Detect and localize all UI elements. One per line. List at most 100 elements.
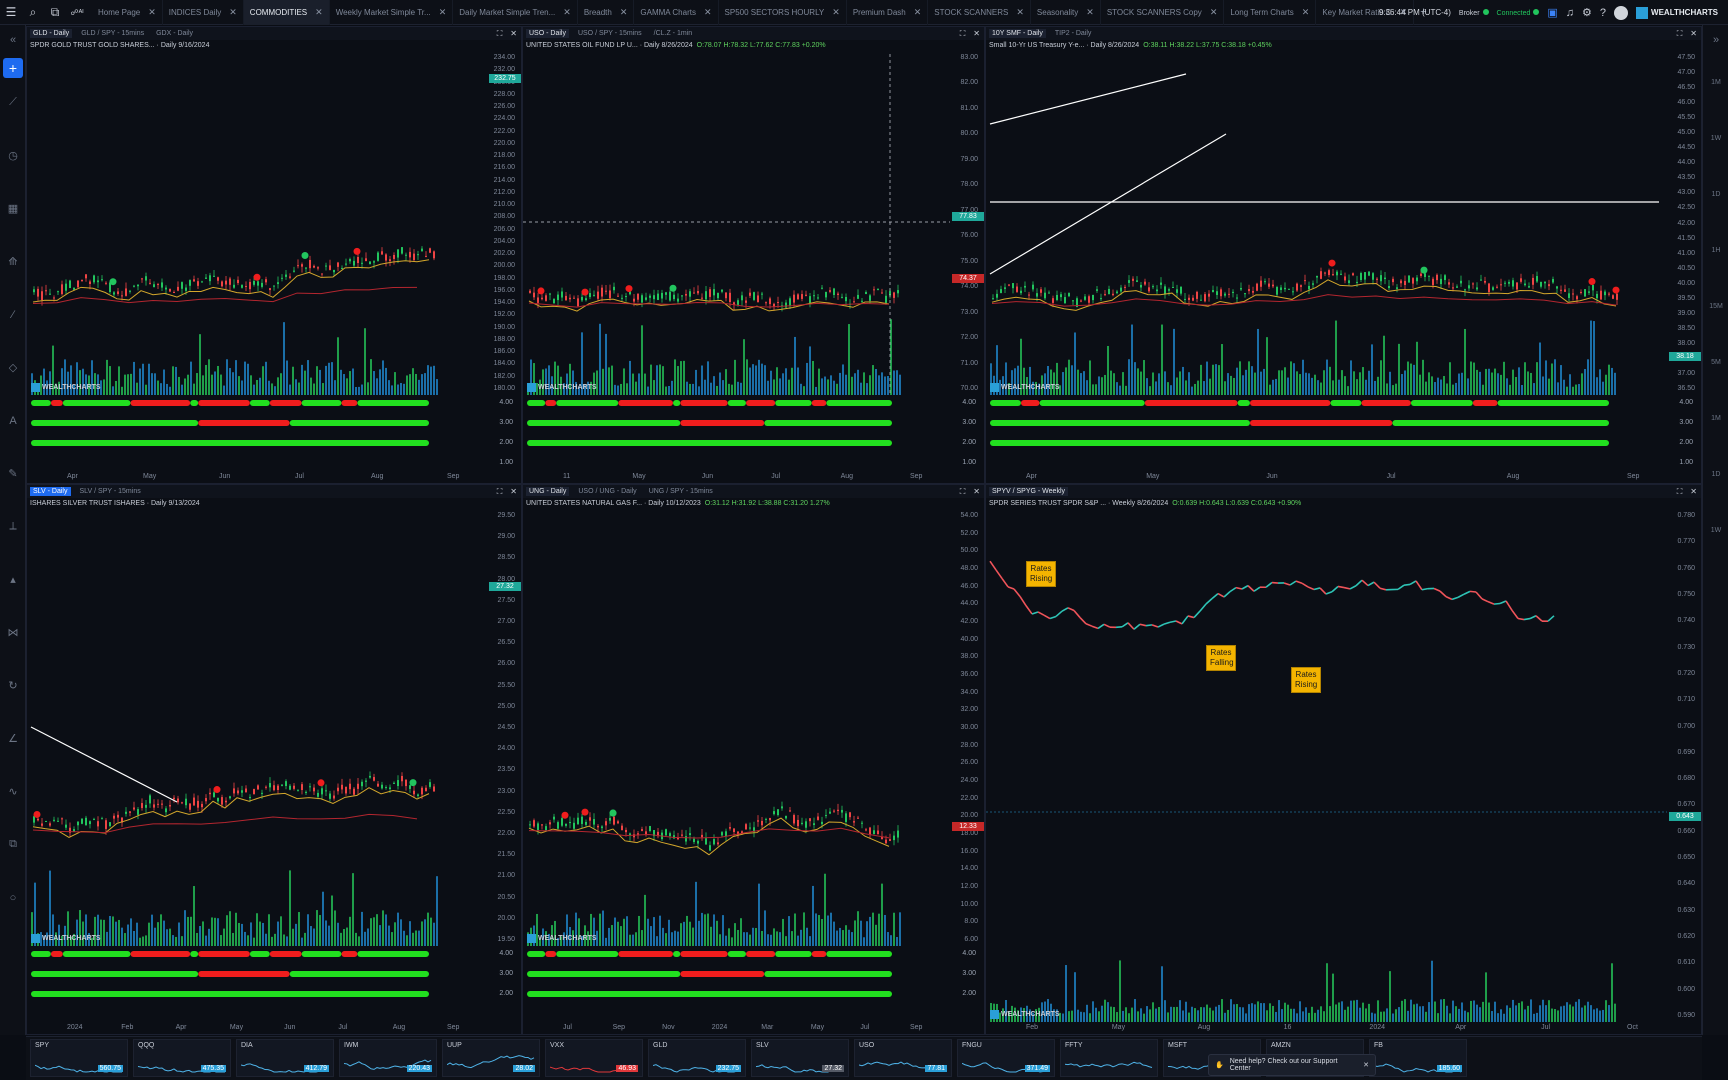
notifications-icon[interactable]: ♫ [1565,6,1575,19]
watchlist-card[interactable]: UUP 28.02 [442,1039,540,1077]
timeframe-option[interactable]: 1H [1711,246,1721,254]
trendline-tool-icon[interactable]: ⟋ [9,96,17,108]
layout-tab[interactable]: STOCK SCANNERS Copy ✕ [1101,0,1225,25]
price-chart[interactable] [986,512,1667,1024]
chart-symbol-tab[interactable]: GDX - Daily [156,30,194,37]
close-tab-icon[interactable]: ✕ [315,6,323,17]
help-icon[interactable]: ? [1599,6,1607,19]
brush-tool-icon[interactable]: ✎ [8,468,18,480]
watchlist-card[interactable]: VXX 46.93 [545,1039,643,1077]
broker-label[interactable]: Broker [1459,8,1489,17]
expand-arrows-icon[interactable]: » [1712,33,1720,46]
collapse-arrows-icon[interactable]: « [9,33,17,46]
timeframe-option[interactable]: 1W [1710,134,1722,142]
close-tab-icon[interactable]: ✕ [832,6,840,17]
layout-tab[interactable]: GAMMA Charts ✕ [634,0,719,25]
chart-symbol-tab[interactable]: SLV / SPY - 15mins [79,488,141,495]
search-icon[interactable]: ⌕ [29,4,37,19]
watchlist-card[interactable]: FNGU 371.49 [957,1039,1055,1077]
close-tab-icon[interactable]: ✕ [1399,6,1408,17]
close-icon[interactable]: ✕ [1363,1062,1369,1069]
add-tab-button[interactable]: + [1420,6,1427,18]
chart-symbol-tab[interactable]: /CL.Z - 1min [653,30,693,37]
annotation-label[interactable]: Rates Rising [1291,667,1321,693]
layout-tab[interactable]: INDICES Daily ✕ [163,0,244,25]
close-panel-icon[interactable]: ✕ [1690,29,1697,38]
timeframe-option[interactable]: 1M [1711,78,1721,86]
close-tab-icon[interactable]: ✕ [703,6,712,17]
close-tab-icon[interactable]: ✕ [1209,6,1218,17]
close-tab-icon[interactable]: ✕ [1086,6,1094,17]
maximize-icon[interactable]: ⛶ [496,28,503,38]
close-tab-icon[interactable]: ✕ [229,6,237,17]
chart-symbol-tab[interactable]: UNG / SPY - 15mins [648,488,713,495]
timeframe-option[interactable]: 1D [1711,470,1721,478]
layout-tab[interactable]: Seasonality ✕ [1031,0,1101,25]
layout-tab[interactable]: SP500 SECTORS HOURLY ✕ [719,0,847,25]
price-chart[interactable] [27,54,487,473]
time-axis[interactable]: Apr May Jun Jul Aug Sep [27,471,521,483]
add-chart-button[interactable]: + [3,58,23,78]
watchlist-card[interactable]: USO 77.81 [854,1039,952,1077]
price-chart[interactable] [523,512,950,1024]
ruler-tool-icon[interactable]: ⟂ [9,520,17,532]
shapes-tool-icon[interactable]: ◇ [8,362,18,374]
chart-symbol-tab[interactable]: GLD - Daily [30,29,73,38]
chart-symbol-tab[interactable]: USO / SPY - 15mins [577,30,642,37]
layout-tab[interactable]: Key Market Ratio C ✕ [1316,0,1415,25]
chart-symbol-tab[interactable]: USO - Daily [526,29,569,38]
avatar[interactable] [1614,5,1629,20]
chart-symbol-tab[interactable]: SPYV / SPYG - Weekly [989,487,1069,496]
support-toast[interactable]: ✋ Need help? Check out our Support Cente… [1208,1054,1376,1076]
text-tool-icon[interactable]: A [9,414,17,427]
menu-icon[interactable]: ☰ [5,5,17,19]
watchlist-card[interactable]: IWM 220.43 [339,1039,437,1077]
chart-panel[interactable]: 10Y SMF - Daily TIP2 - Daily ⛶ ✕ Small 10-Yr… [985,26,1702,484]
maximize-icon[interactable]: ⛶ [1676,28,1683,38]
close-tab-icon[interactable]: ✕ [563,6,571,17]
maximize-icon[interactable]: ⛶ [959,486,966,496]
maximize-icon[interactable]: ⛶ [1676,486,1683,496]
chart-panel[interactable]: SLV - Daily SLV / SPY - 15mins ⛶ ✕ ISHARES S… [26,484,522,1035]
layout-tab[interactable]: Premium Dash ✕ [847,0,929,25]
close-panel-icon[interactable]: ✕ [973,29,980,38]
watchlist-card[interactable]: SPY 560.75 [30,1039,128,1077]
close-tab-icon[interactable]: ✕ [148,6,156,17]
chart-panel[interactable]: SPYV / SPYG - Weekly ⛶ ✕ SPDR SERIES TRUST … [985,484,1702,1035]
settings-gear-icon[interactable]: ⚙ [1582,7,1592,19]
watchlist-card[interactable]: FFTY [1060,1039,1158,1077]
reset-tool-icon[interactable]: ○ [9,891,17,904]
close-tab-icon[interactable]: ✕ [438,6,447,17]
layout-tab[interactable]: Breadth ✕ [578,0,635,25]
timeframe-option[interactable]: 1D [1711,190,1721,198]
timeframe-option[interactable]: 1W [1710,526,1722,534]
time-axis[interactable]: Jul Sep Nov 2024 Mar May Jul Sep [523,1022,984,1034]
chart-symbol-tab[interactable]: GLD / SPY - 15mins [81,30,145,37]
price-axis[interactable]: 29.50 29.00 28.50 28.00 27.50 27.00 26.50 26.00… [485,512,521,946]
price-chart[interactable] [523,54,950,473]
chart-panel[interactable]: USO - Daily USO / SPY - 15mins/CL.Z - 1mi… [522,26,985,484]
time-axis[interactable]: 11 May Jun Jul Aug Sep [523,471,984,483]
layout-tab[interactable]: COMMODITIES ✕ [243,0,330,25]
pen-tool-icon[interactable]: ∕ [12,308,14,321]
close-panel-icon[interactable]: ✕ [1690,487,1697,496]
close-tab-icon[interactable]: ✕ [913,6,922,17]
annotation-label[interactable]: Rates Rising [1026,561,1056,587]
layout-tab[interactable]: STOCK SCANNERS ✕ [928,0,1031,25]
time-axis[interactable]: 2024 Feb Apr May Jun Jul Aug Sep [27,1022,521,1034]
chart-symbol-tab[interactable]: UNG - Daily [526,487,570,496]
fib-tool-icon[interactable]: ▴ [10,574,16,586]
close-tab-icon[interactable]: ✕ [1016,6,1024,17]
annotation-label[interactable]: Rates Falling [1206,645,1236,671]
close-panel-icon[interactable]: ✕ [973,487,980,496]
price-axis[interactable]: 234.00232.00230.00228.00226.00224.00222.… [485,54,521,395]
close-panel-icon[interactable]: ✕ [510,29,517,38]
copy-tool-icon[interactable]: ⧉ [9,838,17,850]
watchlist-card[interactable]: QQQ 475.35 [133,1039,231,1077]
price-axis[interactable]: 47.50 47.00 46.50 46.00 45.50 45.00 44.50 44.00… [1665,54,1701,395]
watchlist-card[interactable]: GLD 232.75 [648,1039,746,1077]
chart-symbol-tab[interactable]: TIP2 - Daily [1054,30,1092,37]
chart-panel[interactable]: GLD - Daily GLD / SPY - 15mins GDX - Daily… [26,26,522,484]
chart-symbol-tab[interactable]: 10Y SMF - Daily [989,29,1046,38]
maximize-icon[interactable]: ⛶ [496,486,503,496]
